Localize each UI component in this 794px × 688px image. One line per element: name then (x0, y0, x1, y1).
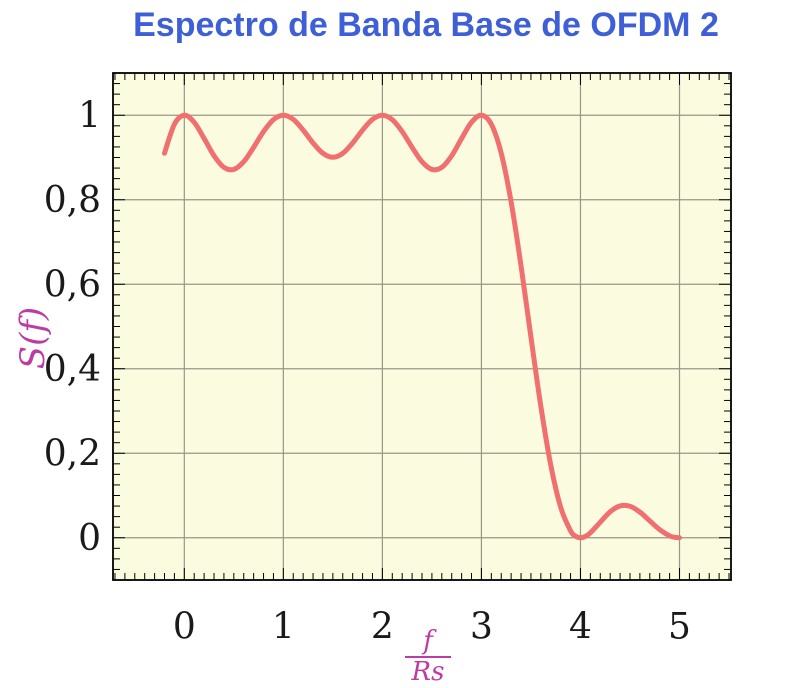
x-tick-label: 3 (470, 607, 493, 648)
spectrum-curve (162, 112, 682, 541)
x-axis-label-numerator: f (423, 626, 433, 656)
plot-frame (112, 72, 732, 581)
x-tick-label: 4 (569, 607, 592, 648)
x-tick-label: 0 (173, 607, 196, 648)
y-tick-label: 0,6 (44, 264, 101, 305)
fraction-bar-icon (405, 656, 451, 658)
plot-background (113, 73, 731, 580)
x-tick-label: 5 (668, 607, 691, 648)
x-tick-label: 2 (371, 607, 394, 648)
chart-title: Espectro de Banda Base de OFDM 2 (133, 6, 719, 44)
x-axis-label: f Rs (405, 626, 451, 687)
y-tick-label: 0,2 (44, 433, 101, 474)
y-tick-label: 0,8 (44, 180, 101, 221)
x-tick-label: 1 (272, 607, 295, 648)
y-tick-label: 0,4 (44, 349, 101, 390)
y-tick-label: 1 (78, 95, 101, 136)
x-axis-label-denominator: Rs (411, 656, 445, 687)
y-tick-label: 0 (78, 518, 101, 559)
